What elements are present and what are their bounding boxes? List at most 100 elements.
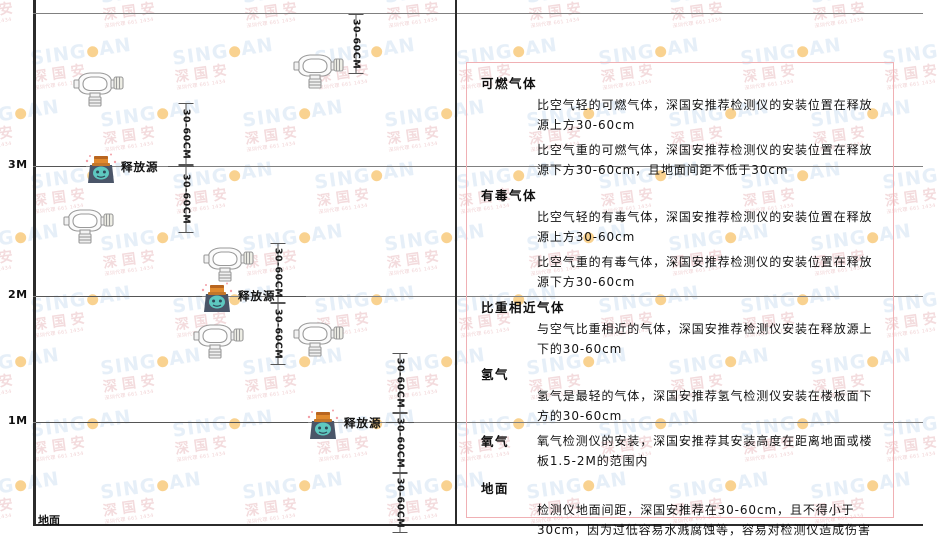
watermark-cn: 深国安 <box>244 123 303 148</box>
watermark-dot-icon <box>156 231 170 244</box>
watermark-sub: 深圳代理 661 1434 <box>246 16 297 30</box>
panel-section-text: 比空气重的有毒气体，深国安推荐检测仪的安装位置在释放源下方30-60cm <box>537 255 873 289</box>
dimension-tick-bottom <box>392 412 408 413</box>
watermark-dot-icon <box>654 45 668 58</box>
watermark-cn: 深国安 <box>102 0 161 24</box>
release-source <box>200 281 234 319</box>
ceiling-line <box>33 13 923 14</box>
watermark-dot-icon <box>370 169 384 182</box>
dimension-line <box>185 165 187 233</box>
dimension-tick-top <box>348 14 364 15</box>
watermark-dot-icon <box>440 107 454 120</box>
gas-detector-icon <box>73 72 124 107</box>
watermark-dot-icon <box>156 107 170 120</box>
dimension-tick-bottom <box>392 472 408 473</box>
dimension-label: 30-60CM <box>394 417 406 469</box>
gas-detector <box>290 50 344 94</box>
watermark-cn: 深国安 <box>316 185 375 210</box>
recommendation-panel-body: 可燃气体 比空气轻的可燃气体，深国安推荐检测仪的安装位置在释放源上方30-60cm… <box>467 63 893 537</box>
watermark-cn: 深国安 <box>102 371 161 396</box>
watermark-sub: 深圳代理 661 1434 <box>104 140 155 154</box>
watermark-dot-icon <box>440 479 454 492</box>
dimension-tick-bottom <box>270 364 286 365</box>
dimension-tick-top <box>178 165 194 166</box>
watermark-dot-icon <box>228 169 242 182</box>
axis-label-1m: 1M <box>8 414 28 427</box>
watermark-sub: 深圳代理 661 1434 <box>246 512 297 526</box>
axis-label-3m: 3M <box>8 158 28 171</box>
watermark-cn: 深国安 <box>102 247 161 272</box>
release-source-label: 释放源 <box>344 416 382 430</box>
watermark-sub: 深圳代理 661 1434 <box>104 16 155 30</box>
release-source-label: 释放源 <box>238 289 276 303</box>
watermark-cn: 深国安 <box>0 495 19 520</box>
dimension-tick-top <box>270 243 286 244</box>
watermark-sub: 深圳代理 661 1434 <box>176 450 227 464</box>
panel-section-title: 比重相近气体 <box>481 300 566 315</box>
release-source-icon <box>85 153 117 183</box>
watermark-sub: 深圳代理 661 1434 <box>34 326 85 340</box>
dimension-line <box>399 473 401 533</box>
watermark-sub: 深圳代理 661 1434 <box>318 202 369 216</box>
level-line-1m <box>33 422 923 423</box>
watermark-cn: 深国安 <box>0 123 19 148</box>
watermark-cn: 深国安 <box>102 123 161 148</box>
watermark-cn: 深国安 <box>386 0 445 24</box>
dimension-line <box>399 413 401 473</box>
watermark-dot-icon <box>156 355 170 368</box>
panel-section-text: 比空气轻的有毒气体，深国安推荐检测仪的安装位置在释放源上方30-60cm <box>537 210 873 244</box>
dimension-30-60cm: 30-60CM <box>177 165 195 233</box>
watermark-dot-icon <box>440 231 454 244</box>
dimension-label: 30-60CM <box>272 308 284 360</box>
watermark-dot-icon <box>14 231 28 244</box>
dimension-line <box>399 353 401 413</box>
watermark-sub: 深圳代理 661 1434 <box>104 512 155 526</box>
panel-section-title: 可燃气体 <box>481 76 538 91</box>
watermark-sub: 深圳代理 661 1434 <box>0 388 13 402</box>
watermark-sub: 深圳代理 661 1434 <box>246 140 297 154</box>
watermark-sub: 深圳代理 661 1434 <box>104 388 155 402</box>
release-source-label: 释放源 <box>121 160 159 174</box>
leader-line-2m <box>36 296 202 297</box>
watermark-sub: 深圳代理 661 1434 <box>388 16 439 30</box>
panel-section-text: 氢气是最轻的气体，深国安推荐氢气检测仪安装在楼板面下方的30-60cm <box>537 389 873 423</box>
release-source <box>84 152 118 190</box>
watermark-dot-icon <box>298 107 312 120</box>
watermark-cn: 深国安 <box>102 495 161 520</box>
watermark-cn: 深国安 <box>32 309 91 334</box>
dimension-line <box>277 303 279 365</box>
watermark-dot-icon <box>796 45 810 58</box>
watermark-cn: 深国安 <box>174 61 233 86</box>
dimension-tick-bottom <box>270 302 286 303</box>
dimension-line <box>355 14 357 74</box>
gas-detector <box>190 320 244 364</box>
watermark-dot-icon <box>14 479 28 492</box>
watermark-sub: 深圳代理 661 1434 <box>0 264 13 278</box>
panel-section: 比重相近气体 与空气比重相近的气体，深国安推荐检测仪安装在释放源上下的30-60c… <box>481 297 881 359</box>
watermark-cn: 深国安 <box>0 0 19 24</box>
panel-section-title: 地面 <box>481 481 510 496</box>
dimension-tick-top <box>392 413 408 414</box>
dimension-label: 30-60CM <box>394 357 406 409</box>
watermark-sub: 深圳代理 661 1434 <box>0 16 13 30</box>
panel-section-title: 氧气 <box>481 434 510 449</box>
dimension-tick-bottom <box>392 532 408 533</box>
gas-detector-icon <box>293 322 344 357</box>
